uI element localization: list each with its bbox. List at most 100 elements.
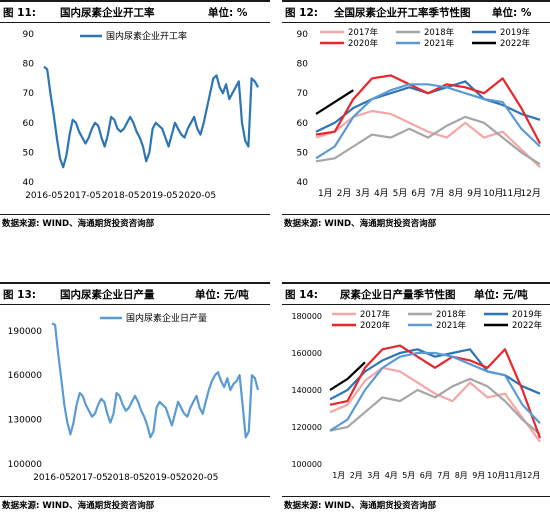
y-tick-label: 40	[23, 178, 35, 188]
figure-number: 图 13:	[3, 289, 36, 301]
y-tick-label: 160000	[8, 371, 43, 381]
legend-label: 2018年	[436, 309, 467, 320]
x-tick-label: 8月	[455, 471, 468, 480]
figure-unit: 单位: 元/吨	[195, 289, 249, 301]
figure-unit: 单位: %	[492, 7, 532, 19]
series-line	[329, 366, 541, 443]
legend-label: 2022年	[500, 38, 531, 49]
legend-label: 2017年	[360, 309, 391, 320]
chart-daily-output-seasonal: 100000 120000 140000 160000 180000 1月 2月 3月 4月 5月…	[291, 309, 543, 480]
series-line	[43, 65, 259, 169]
x-tick-label: 6月	[411, 188, 426, 199]
panel-header: 图 11: 国内尿素企业开工率 单位: %	[0, 0, 270, 23]
figure-unit: 单位: %	[208, 7, 248, 19]
legend-label: 2021年	[424, 38, 455, 49]
y-tick-label: 80	[297, 60, 309, 70]
x-tick-label: 6月	[420, 471, 433, 480]
figure-number: 图 11:	[3, 7, 36, 19]
source-note: 数据来源: WIND、海通期货投资咨询部	[282, 496, 550, 513]
x-tick-label: 2019-05	[144, 473, 182, 483]
y-tick-label: 90	[23, 30, 35, 40]
y-tick-label: 140000	[291, 386, 322, 395]
series-line	[315, 83, 541, 160]
x-tick-label: 5月	[393, 188, 408, 199]
figure-number: 图 12:	[285, 7, 318, 19]
y-tick-label: 60	[297, 119, 309, 129]
x-tick-label: 2月	[350, 471, 363, 480]
figure-title: 全国尿素企业开工率季节性图	[334, 7, 471, 19]
x-tick-label: 10月	[483, 188, 503, 199]
legend-label: 国内尿素企业日产量	[126, 312, 207, 324]
legend-label: 2020年	[348, 38, 379, 49]
x-tick-label: 10月	[487, 471, 505, 480]
figure-title: 国内尿素企业日产量	[60, 289, 155, 301]
series-line	[315, 89, 354, 115]
legend-label: 2022年	[512, 320, 543, 331]
x-tick-label: 8月	[449, 188, 464, 199]
x-tick-label: 2019-05	[140, 191, 178, 201]
y-tick-label: 50	[297, 148, 309, 158]
legend-label: 2018年	[424, 27, 455, 38]
x-tick-label: 4月	[385, 471, 398, 480]
figure-title: 国内尿素企业开工率	[60, 7, 155, 19]
figure-unit: 单位: 元/吨	[474, 289, 528, 301]
series-line	[315, 109, 541, 168]
x-tick-label: 9月	[472, 471, 485, 480]
x-tick-label: 1月	[332, 471, 345, 480]
y-tick-label: 80	[23, 60, 35, 70]
chart-operating-rate: 40 50 60 70 80 90 2016-05 2017-05 2018-05 2019-05…	[23, 30, 259, 201]
x-tick-label: 12月	[520, 188, 540, 199]
source-note: 数据来源: WIND、海通期货投资咨询部	[0, 214, 270, 231]
panel-13: 图 13: 国内尿素企业日产量 单位: 元/吨 100000 130000 1600…	[0, 282, 270, 516]
x-tick-label: 2017-05	[70, 473, 108, 483]
y-tick-label: 100000	[291, 460, 322, 469]
x-tick-label: 2020-05	[179, 191, 217, 201]
x-tick-label: 11月	[502, 188, 522, 199]
x-tick-label: 9月	[467, 188, 482, 199]
legend-label: 2021年	[436, 320, 467, 331]
series-line	[315, 74, 541, 145]
y-tick-label: 50	[23, 148, 35, 158]
legend-label: 2019年	[500, 27, 531, 38]
y-tick-label: 190000	[8, 327, 43, 337]
legend-label: 2017年	[348, 27, 379, 38]
x-tick-label: 2月	[337, 188, 352, 199]
y-tick-label: 60	[23, 119, 35, 129]
series-line	[329, 361, 366, 391]
y-tick-label: 180000	[291, 312, 322, 321]
series-line	[329, 344, 542, 439]
y-tick-label: 70	[23, 89, 35, 99]
panel-12: 图 12: 全国尿素企业开工率季节性图 单位: % 40 50 60 70 80 90 1月…	[282, 0, 550, 232]
series-line	[329, 351, 541, 432]
y-tick-label: 120000	[291, 423, 322, 432]
panel-11: 图 11: 国内尿素企业开工率 单位: % 40 50 60 70 80 90 2016-0…	[0, 0, 270, 232]
y-tick-label: 70	[297, 89, 309, 99]
x-tick-label: 2018-05	[102, 191, 140, 201]
x-tick-label: 7月	[437, 471, 450, 480]
x-tick-label: 4月	[374, 188, 389, 199]
x-tick-label: 1月	[318, 188, 333, 199]
x-tick-label: 2016-05	[33, 473, 71, 483]
series-line	[329, 377, 541, 436]
x-tick-label: 12月	[522, 471, 540, 480]
figure-number: 图 14:	[285, 289, 318, 301]
x-tick-label: 5月	[402, 471, 415, 480]
x-tick-label: 2017-05	[64, 191, 102, 201]
legend-label: 2019年	[512, 309, 543, 320]
panel-header: 图 13: 国内尿素企业日产量 单位: 元/吨	[0, 282, 270, 305]
panel-header: 图 12: 全国尿素企业开工率季节性图 单位: %	[282, 0, 550, 23]
x-tick-label: 2018-05	[107, 473, 145, 483]
y-tick-label: 40	[297, 178, 309, 188]
x-tick-label: 7月	[430, 188, 445, 199]
panel-header: 图 14: 尿素企业日产量季节性图 单位: 元/吨	[282, 282, 550, 305]
y-tick-label: 100000	[8, 460, 43, 470]
panel-14: 图 14: 尿素企业日产量季节性图 单位: 元/吨 100000 120000 14…	[282, 282, 550, 516]
series-line	[315, 115, 541, 166]
figure-title: 尿素企业日产量季节性图	[340, 289, 456, 301]
legend-label: 2020年	[360, 320, 391, 331]
source-note: 数据来源: WIND、海通期货投资咨询部	[282, 214, 550, 231]
y-tick-label: 160000	[291, 349, 322, 358]
x-tick-label: 3月	[367, 471, 380, 480]
